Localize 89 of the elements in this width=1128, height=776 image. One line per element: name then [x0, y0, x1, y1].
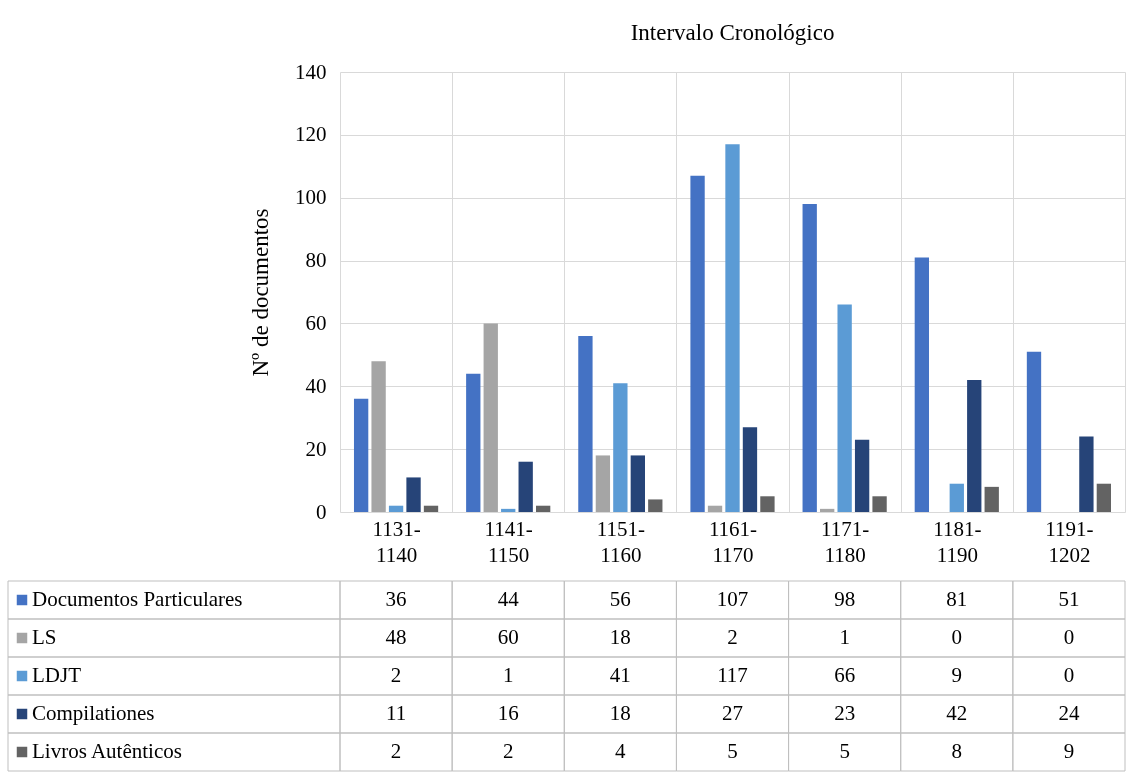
x-tick-label: 1151-1160 — [596, 516, 645, 567]
bar — [406, 477, 421, 512]
bar — [595, 455, 611, 512]
bar — [423, 505, 439, 512]
x-tick-label: 1131-1140 — [372, 516, 421, 567]
bar — [501, 508, 516, 512]
bar — [613, 383, 628, 512]
legend-label: LS — [32, 625, 57, 649]
bar — [802, 204, 817, 512]
bar — [760, 496, 775, 512]
bar — [820, 508, 835, 512]
y-tick-label: 100 — [295, 185, 327, 210]
x-tick-label: 1171-1180 — [821, 516, 870, 567]
data-label: 4 — [615, 739, 627, 763]
data-label: 98 — [834, 587, 856, 611]
bar — [578, 336, 593, 512]
bar — [535, 505, 551, 512]
data-label: 0 — [951, 625, 963, 649]
bar — [967, 380, 982, 512]
bar — [984, 486, 999, 512]
bar — [837, 304, 852, 512]
data-label: 16 — [497, 701, 519, 725]
bar — [854, 439, 870, 512]
data-label: 0 — [1063, 625, 1075, 649]
bar — [1096, 483, 1112, 512]
data-label: 36 — [385, 587, 407, 611]
data-label: 42 — [946, 701, 968, 725]
x-tick-label: 1191-1202 — [1045, 516, 1094, 567]
y-tick-label: 120 — [295, 122, 327, 147]
data-label: 24 — [1058, 701, 1080, 725]
y-tick-label: 0 — [316, 499, 327, 524]
data-label: 66 — [834, 663, 856, 687]
data-label: 44 — [497, 587, 520, 611]
y-tick-label: 40 — [305, 373, 327, 398]
data-label: 51 — [1058, 587, 1080, 611]
data-label: 41 — [609, 663, 631, 687]
bar — [648, 499, 663, 512]
y-tick-label: 80 — [305, 248, 327, 273]
data-label: 8 — [951, 739, 963, 763]
x-tick-label: 1181-1190 — [933, 516, 982, 567]
legend-label: Livros Autênticos — [32, 739, 182, 763]
data-label: 18 — [609, 701, 631, 725]
y-axis-title: Nº de documentos — [248, 208, 273, 377]
bar — [949, 483, 964, 512]
data-label: 27 — [722, 701, 743, 725]
bar — [388, 505, 404, 512]
bar — [725, 144, 740, 512]
data-label: 2 — [390, 663, 402, 687]
y-tick-label: 140 — [295, 59, 327, 84]
data-label: 56 — [609, 587, 631, 611]
data-label: 23 — [834, 701, 856, 725]
data-label: 1 — [839, 625, 850, 649]
bar — [353, 398, 369, 512]
bar — [1026, 351, 1042, 512]
legend-label: LDJT — [32, 663, 82, 687]
bar — [371, 361, 386, 512]
data-label: 2 — [727, 625, 738, 649]
bar — [630, 455, 645, 512]
data-label: 5 — [839, 739, 850, 763]
data-label: 117 — [717, 663, 748, 687]
y-tick-label: 60 — [305, 310, 327, 335]
data-label: 9 — [1063, 739, 1075, 763]
data-label: 0 — [1063, 663, 1075, 687]
bar — [914, 257, 930, 512]
data-label: 11 — [385, 701, 407, 725]
data-label: 18 — [609, 625, 631, 649]
bar — [742, 427, 758, 512]
data-label: 81 — [946, 587, 968, 611]
data-label: 60 — [497, 625, 519, 649]
data-label: 48 — [385, 625, 407, 649]
bar — [466, 373, 481, 512]
x-tick-label: 1141-1150 — [484, 516, 533, 567]
x-tick-label: 1161-1170 — [708, 516, 758, 567]
bar — [483, 323, 498, 512]
data-label: 9 — [951, 663, 963, 687]
data-label: 107 — [716, 587, 749, 611]
data-label: 5 — [727, 739, 738, 763]
data-label: 1 — [502, 663, 514, 687]
legend-label: Compilationes — [32, 701, 155, 725]
chart-title: Intervalo Cronológico — [630, 20, 835, 45]
y-tick-label: 20 — [305, 436, 327, 461]
data-label: 2 — [390, 739, 402, 763]
bar — [872, 496, 887, 512]
data-label: 2 — [502, 739, 514, 763]
bar — [690, 175, 705, 512]
bar — [518, 461, 533, 512]
legend-label: Documentos Particulares — [32, 587, 243, 611]
bar — [707, 505, 723, 512]
bar — [1079, 436, 1094, 512]
